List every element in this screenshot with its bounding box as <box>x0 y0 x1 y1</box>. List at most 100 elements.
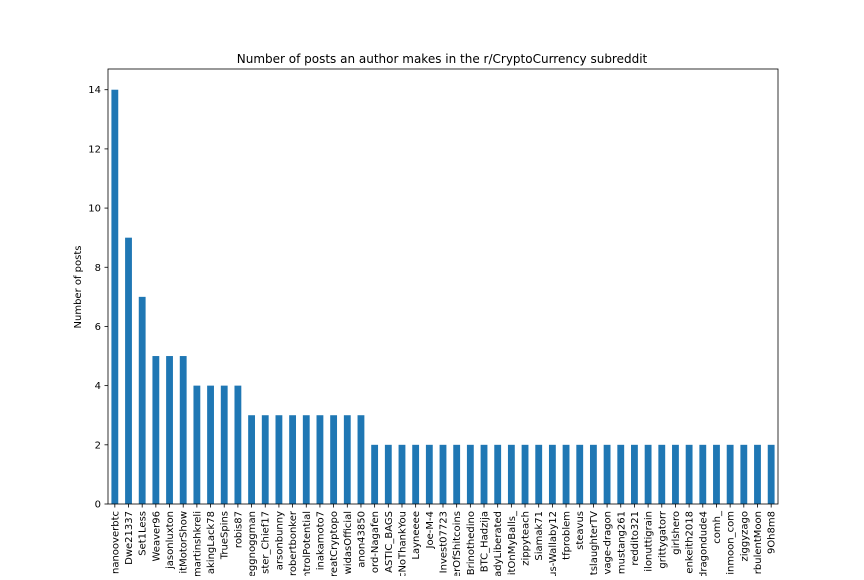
x-tick-label: ziggyzago <box>739 511 750 561</box>
bar-26 <box>466 444 474 504</box>
bar-18 <box>357 415 365 504</box>
bar-14 <box>302 415 310 504</box>
bar-44 <box>713 444 720 504</box>
bar-0 <box>111 89 119 504</box>
x-tick-label: Set1Less <box>138 511 149 556</box>
x-tick-label: 9Oh8m8 <box>767 511 778 554</box>
x-tick-label: ASTIC_BAGS <box>384 511 395 573</box>
x-tick-label: steavus <box>575 511 586 550</box>
bar-24 <box>439 444 447 504</box>
x-tick-label: BTC_Hadzija <box>480 511 491 572</box>
x-tick-label: grittygatorr <box>657 510 668 568</box>
y-tick-label: 14 <box>88 85 101 96</box>
bar-30 <box>521 444 529 504</box>
bar-4 <box>166 356 173 504</box>
x-tick-label: Invest07723 <box>439 511 450 573</box>
bar-12 <box>275 415 283 504</box>
bar-9 <box>234 385 242 504</box>
x-tick-label: robertbonker <box>288 510 299 576</box>
bar-38 <box>631 444 638 504</box>
bar-16 <box>330 415 338 504</box>
bar-13 <box>289 415 297 504</box>
bar-34 <box>576 444 584 504</box>
y-tick-label: 4 <box>95 381 101 392</box>
bar-15 <box>316 415 324 504</box>
x-tick-label: Layneeee <box>411 511 422 560</box>
chart-title: Number of posts an author makes in the r… <box>237 52 648 66</box>
x-tick-label: tfproblem <box>562 511 573 560</box>
x-tick-label: akingLack78 <box>206 511 217 574</box>
x-tick-label: tslaughterTV <box>589 511 600 575</box>
x-tick-label: itMotorShow <box>179 511 190 574</box>
y-tick-label: 8 <box>95 263 101 274</box>
x-tick-label: widasOfficial <box>343 511 354 574</box>
x-tick-label: adyLiberated <box>493 511 504 576</box>
x-tick-label: reddito321 <box>630 511 641 566</box>
bar-48 <box>767 444 775 504</box>
bar-3 <box>152 356 160 504</box>
bar-10 <box>248 415 255 504</box>
x-tick-label: erOfShitcoins <box>452 511 463 576</box>
x-tick-label: nanooverbtc <box>110 511 121 574</box>
x-tick-label: itOnMyBalls_ <box>507 510 518 575</box>
y-axis-ticks: 0 2 4 6 8 10 12 14 <box>88 85 108 511</box>
x-tick-label: anon43850 <box>356 511 367 568</box>
x-tick-label: Weaver96 <box>151 511 162 562</box>
bar-11 <box>261 415 269 504</box>
x-tick-label: ntrolPotential <box>302 511 313 576</box>
bar-35 <box>589 444 597 504</box>
x-tick-label: ster_Chief17 <box>261 511 272 574</box>
x-tick-label: eggnoggman <box>247 511 258 576</box>
x-tick-label: cNoThankYou <box>397 511 408 576</box>
bar-7 <box>207 385 214 504</box>
bar-33 <box>562 444 570 504</box>
bar-25 <box>453 444 461 504</box>
x-tick-label: TrueSpins <box>220 511 231 560</box>
x-axis-ticks: nanooverbtc Dwe21337 Set1Less Weaver96 jason… <box>110 504 778 578</box>
bar-21 <box>398 444 406 504</box>
x-tick-label: arsonbunny <box>274 511 285 570</box>
x-tick-label: Joe-M-4 <box>425 511 436 549</box>
bar-39 <box>644 444 652 504</box>
bar-1 <box>125 237 132 504</box>
bar-43 <box>699 444 707 504</box>
bar-8 <box>220 385 228 504</box>
bar-47 <box>754 444 761 504</box>
bar-19 <box>371 444 379 504</box>
y-tick-label: 2 <box>95 440 101 451</box>
bar-27 <box>480 444 488 504</box>
x-tick-label: inakamoto7 <box>315 511 326 570</box>
x-tick-label: enkeith2018 <box>685 511 696 574</box>
bars-layer <box>111 89 775 504</box>
x-tick-label: dragondude4 <box>698 511 709 576</box>
x-tick-label: rbulentMoon <box>753 511 764 574</box>
x-tick-label: us-Wallaby12 <box>548 511 559 576</box>
bar-6 <box>193 385 201 504</box>
bar-20 <box>384 444 392 504</box>
x-tick-label: jasonluxton <box>165 511 176 570</box>
x-tick-label: reatCryptopo <box>329 511 340 576</box>
x-tick-label: martinshkreli <box>192 511 203 576</box>
bar-37 <box>617 444 625 504</box>
x-tick-label: Dwe21337 <box>124 511 135 565</box>
bar-28 <box>494 444 502 504</box>
bar-23 <box>425 444 433 504</box>
bar-29 <box>507 444 515 504</box>
x-tick-label: inmoon_com <box>726 511 737 575</box>
bar-41 <box>672 444 679 504</box>
y-tick-label: 10 <box>88 204 101 215</box>
x-tick-label: Brinothedino <box>466 511 477 575</box>
bar-36 <box>603 444 611 504</box>
x-tick-label: Siamak71 <box>534 511 545 561</box>
x-tick-label: comh_ <box>712 510 723 544</box>
x-tick-label: vage-dragon <box>603 511 614 575</box>
x-tick-label: ilonuttigrain <box>644 511 655 572</box>
bar-22 <box>412 444 420 504</box>
y-tick-label: 6 <box>95 322 101 333</box>
y-tick-label: 12 <box>88 144 101 155</box>
x-tick-label: girlshero <box>671 511 682 555</box>
bar-42 <box>685 444 693 504</box>
x-tick-label: robis87 <box>233 511 244 548</box>
bar-2 <box>138 296 146 504</box>
